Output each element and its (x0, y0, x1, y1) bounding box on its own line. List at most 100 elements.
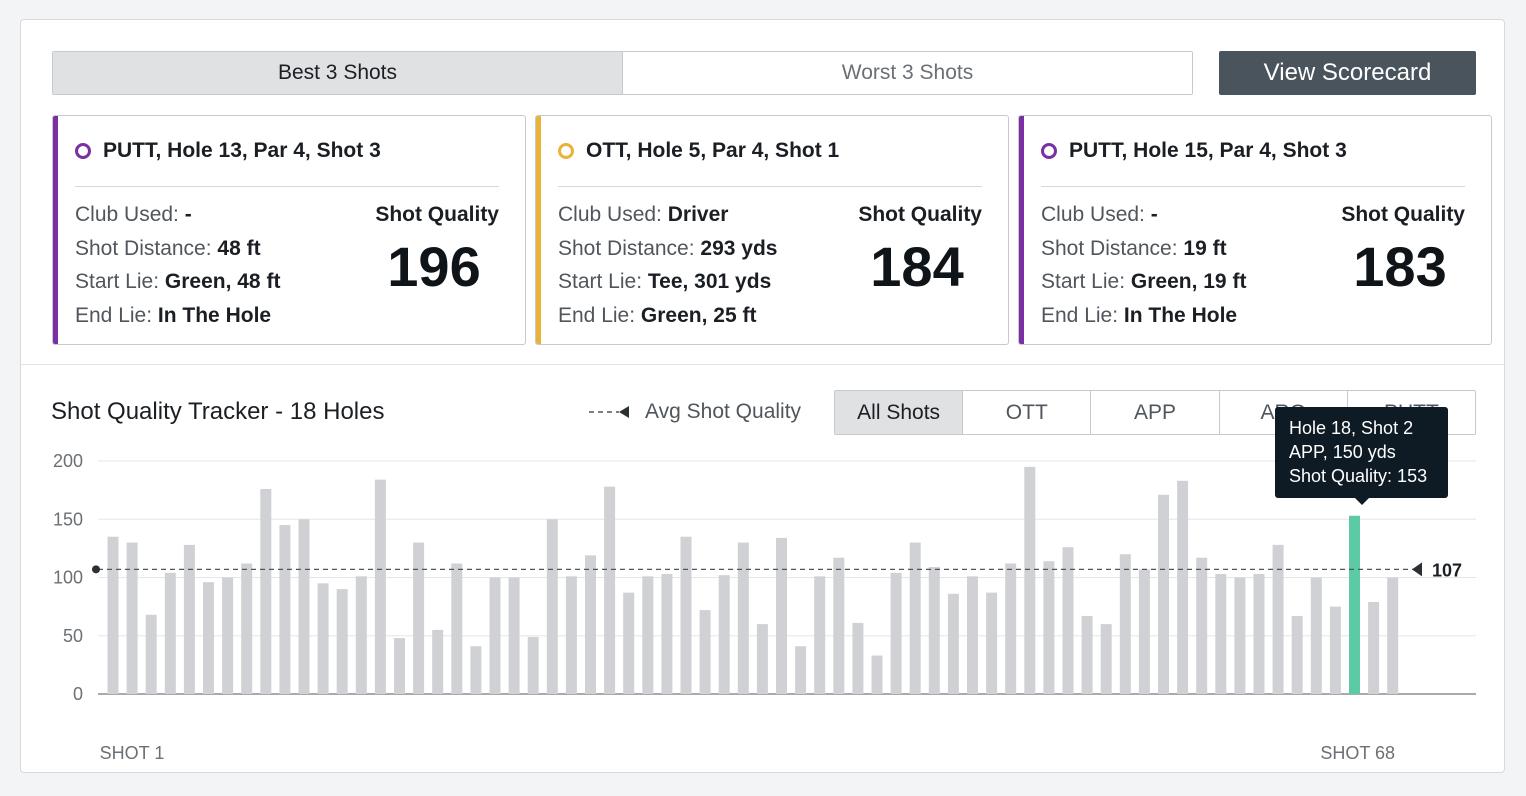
bar (279, 525, 291, 694)
distance-label: Shot Distance: (558, 236, 695, 260)
distance-value: 19 ft (1183, 236, 1227, 260)
shot-card-title: PUTT, Hole 15, Par 4, Shot 3 (1069, 139, 1347, 162)
bar (1272, 544, 1284, 694)
avg-marker (1412, 562, 1422, 577)
bar (1234, 577, 1246, 694)
bar (1081, 615, 1093, 694)
start-lie-label: Start Lie: (1041, 270, 1126, 293)
filter-app[interactable]: APP (1090, 391, 1218, 434)
best-shots-tab[interactable]: Best 3 Shots (53, 52, 623, 94)
shot-card-stripe (1019, 116, 1024, 344)
bar (1119, 554, 1131, 694)
bar (1196, 557, 1208, 694)
shot-details: Club Used: - Shot Distance: 19 ft Start … (1041, 198, 1246, 332)
bar (565, 576, 577, 694)
tooltip-line-1: Hole 18, Shot 2 (1289, 418, 1414, 438)
bar (890, 572, 902, 694)
bar (680, 536, 692, 694)
y-tick-label: 100 (53, 568, 83, 588)
shot-details: Club Used: - Shot Distance: 48 ft Start … (75, 198, 280, 332)
end-lie-label: End Lie: (75, 303, 153, 327)
shot-type-ring-icon (558, 143, 574, 159)
shot-card-header: OTT, Hole 5, Par 4, Shot 1 (558, 139, 984, 162)
bar (374, 479, 386, 694)
y-tick-label: 200 (53, 451, 83, 471)
bar (699, 610, 711, 694)
bar (260, 488, 272, 694)
bar (1158, 494, 1169, 694)
divider (75, 186, 499, 187)
bar (126, 542, 138, 694)
view-scorecard-button[interactable]: View Scorecard (1219, 51, 1476, 95)
club-value: - (1150, 203, 1158, 226)
best-worst-toggle: Best 3 Shots Worst 3 Shots (52, 51, 1193, 95)
distance-value: 293 yds (700, 236, 778, 260)
shot-quality-chart: 0 50 100 150 200 107 SHOT 1 SHOT 68 (53, 451, 1476, 763)
filter-all-shots[interactable]: All Shots (835, 391, 963, 434)
bar (1253, 574, 1265, 694)
shot-summary-panel: Best 3 Shots Worst 3 Shots View Scorecar… (20, 19, 1505, 773)
x-end-label: SHOT 68 (1320, 743, 1395, 763)
bar (1368, 601, 1380, 694)
bar (432, 629, 444, 694)
bar (871, 655, 883, 694)
bar (1291, 615, 1303, 694)
bar (317, 583, 329, 694)
bar (222, 577, 234, 694)
bar (203, 582, 214, 694)
avg-value-label: 107 (1432, 560, 1462, 580)
bar (1329, 606, 1341, 694)
club-value: Driver (667, 203, 729, 226)
shot-quality-value: 196 (387, 235, 481, 298)
bar (718, 575, 730, 694)
tooltip-line-3: Shot Quality: 153 (1289, 466, 1428, 486)
bar (585, 555, 596, 694)
bar (909, 542, 921, 694)
bar (1005, 563, 1017, 694)
bar (604, 486, 616, 694)
end-lie-label: End Lie: (1041, 303, 1119, 327)
start-lie-label: Start Lie: (558, 270, 643, 293)
bar (814, 576, 826, 694)
shot-card-1: PUTT, Hole 13, Par 4, Shot 3 Club Used: … (52, 115, 526, 345)
bar (661, 574, 673, 694)
tooltip-arrow (1355, 498, 1369, 505)
bar (986, 592, 998, 694)
bar (852, 622, 864, 694)
distance-label: Shot Distance: (1041, 236, 1178, 260)
worst-shots-tab[interactable]: Worst 3 Shots (623, 52, 1192, 94)
bar (1138, 569, 1150, 694)
club-label: Club Used: (1041, 203, 1145, 226)
bar (947, 593, 959, 694)
shot-card-3: PUTT, Hole 15, Par 4, Shot 3 Club Used: … (1018, 115, 1492, 345)
shot-card-header: PUTT, Hole 13, Par 4, Shot 3 (75, 139, 501, 162)
tooltip-line-2: APP, 150 yds (1289, 442, 1396, 462)
club-label: Club Used: (75, 203, 179, 226)
avg-legend-label: Avg Shot Quality (645, 400, 802, 423)
bar (1177, 480, 1189, 694)
end-lie-value: In The Hole (1123, 303, 1238, 327)
bar (145, 614, 157, 694)
section-divider (21, 364, 1504, 365)
bar (298, 519, 310, 694)
bar (623, 592, 635, 694)
start-lie-value: Tee, 301 yds (647, 270, 772, 293)
bar (795, 646, 807, 694)
start-lie-label: Start Lie: (75, 270, 160, 293)
shot-type-ring-icon (1041, 143, 1057, 159)
bar (355, 576, 367, 694)
shot-details: Club Used: Driver Shot Distance: 293 yds… (558, 198, 777, 332)
club-label: Club Used: (558, 203, 662, 226)
shot-quality-label: Shot Quality (375, 203, 499, 226)
bar (1043, 561, 1055, 694)
start-lie-value: Green, 48 ft (164, 270, 281, 293)
bar (489, 577, 501, 694)
bar (470, 646, 482, 694)
x-start-label: SHOT 1 (100, 743, 165, 763)
filter-ott[interactable]: OTT (962, 391, 1090, 434)
shot-card-stripe (53, 116, 58, 344)
bar (183, 544, 195, 694)
y-tick-label: 150 (53, 509, 83, 529)
bar (833, 557, 845, 694)
end-lie-label: End Lie: (558, 303, 636, 327)
